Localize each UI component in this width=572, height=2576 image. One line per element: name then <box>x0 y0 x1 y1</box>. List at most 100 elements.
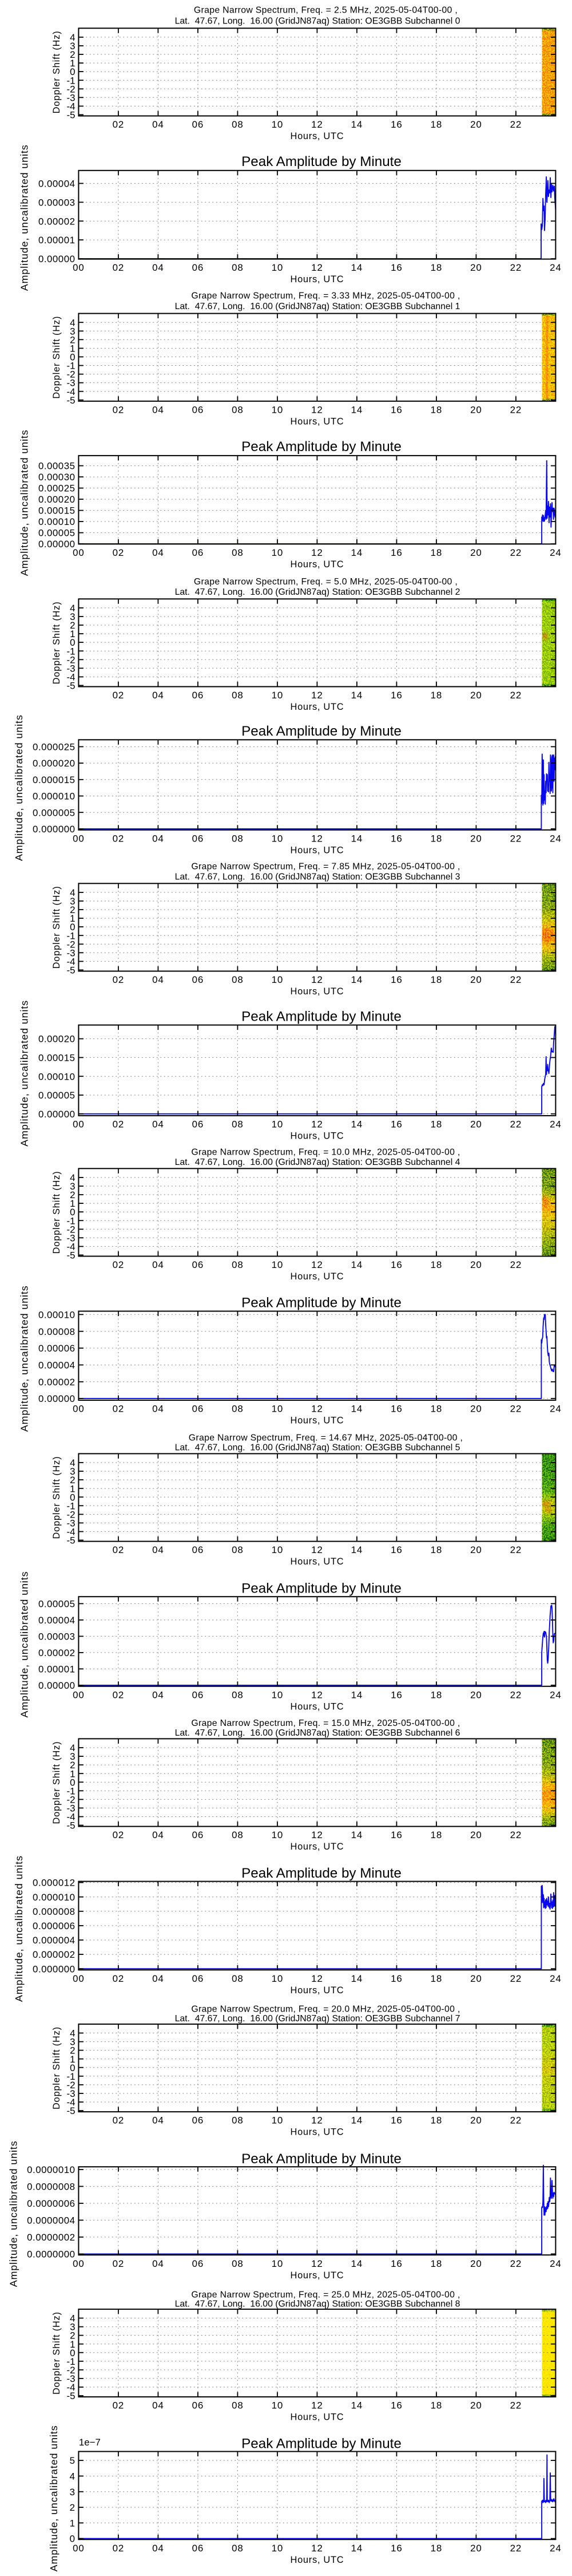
svg-text:Grape Narrow Spectrum, Freq. =: Grape Narrow Spectrum, Freq. = 15.0 MHz,… <box>191 1718 460 1728</box>
svg-text:14: 14 <box>351 2115 363 2126</box>
svg-text:08: 08 <box>232 974 244 985</box>
svg-text:00: 00 <box>73 2258 85 2269</box>
svg-text:-2: -2 <box>66 939 75 950</box>
svg-text:10: 10 <box>272 404 284 415</box>
svg-text:02: 02 <box>113 2543 125 2554</box>
svg-text:12: 12 <box>311 833 323 844</box>
svg-text:10: 10 <box>272 2115 284 2126</box>
svg-text:06: 06 <box>192 1973 204 1984</box>
svg-text:20: 20 <box>470 1259 482 1270</box>
svg-text:04: 04 <box>152 262 164 273</box>
svg-text:04: 04 <box>152 1119 164 1130</box>
svg-text:06: 06 <box>192 547 204 558</box>
svg-text:10: 10 <box>272 690 284 701</box>
svg-text:Lat. 47.67, Long. 16.00 (Gri: Lat. 47.67, Long. 16.00 (GridJN87aq) Sta… <box>175 16 460 26</box>
svg-text:06: 06 <box>192 1830 204 1840</box>
svg-text:1: 1 <box>70 2339 75 2350</box>
svg-text:0.00001: 0.00001 <box>38 1664 76 1675</box>
svg-text:20: 20 <box>470 1544 482 1555</box>
svg-text:0: 0 <box>70 2348 75 2358</box>
svg-text:12: 12 <box>311 1689 323 1700</box>
svg-text:20: 20 <box>470 119 482 130</box>
svg-text:22: 22 <box>510 1973 522 1984</box>
svg-text:0.0000006: 0.0000006 <box>27 2198 75 2209</box>
svg-text:0.00003: 0.00003 <box>38 1631 76 1642</box>
svg-text:0.00005: 0.00005 <box>38 528 76 539</box>
svg-text:0.00000: 0.00000 <box>38 1393 76 1404</box>
svg-text:Hours, UTC: Hours, UTC <box>291 702 344 712</box>
svg-text:0.00005: 0.00005 <box>38 1599 76 1610</box>
svg-text:2: 2 <box>70 1475 75 1485</box>
svg-text:14: 14 <box>351 1830 363 1840</box>
svg-text:Hours, UTC: Hours, UTC <box>291 274 344 285</box>
svg-text:10: 10 <box>272 1544 284 1555</box>
svg-text:0.0000004: 0.0000004 <box>27 2215 75 2226</box>
svg-text:-5: -5 <box>66 1820 75 1831</box>
svg-text:Lat. 47.67, Long. 16.00 (Gri: Lat. 47.67, Long. 16.00 (GridJN87aq) Sta… <box>175 872 460 882</box>
svg-text:-3: -3 <box>66 663 75 674</box>
svg-text:1: 1 <box>70 58 75 69</box>
svg-text:0.00000: 0.00000 <box>38 1680 76 1691</box>
svg-text:0.0000010: 0.0000010 <box>27 2164 75 2175</box>
svg-text:3: 3 <box>70 1181 75 1192</box>
svg-text:Amplitude, uncalibrated units: Amplitude, uncalibrated units <box>48 2425 59 2571</box>
svg-text:4: 4 <box>70 2028 75 2039</box>
svg-text:0.00000: 0.00000 <box>38 254 76 264</box>
svg-text:0: 0 <box>70 2534 76 2545</box>
svg-text:08: 08 <box>232 690 244 701</box>
svg-text:08: 08 <box>232 547 244 558</box>
svg-text:Doppler Shift (Hz): Doppler Shift (Hz) <box>51 1171 62 1254</box>
svg-text:04: 04 <box>152 690 164 701</box>
svg-text:0.00030: 0.00030 <box>38 472 76 483</box>
svg-text:Hours, UTC: Hours, UTC <box>291 1416 344 1426</box>
svg-text:0.000002: 0.000002 <box>33 1949 75 1960</box>
svg-text:-3: -3 <box>66 2373 75 2384</box>
svg-text:04: 04 <box>152 119 164 130</box>
svg-text:08: 08 <box>232 2115 244 2126</box>
svg-text:08: 08 <box>232 1119 244 1130</box>
svg-text:14: 14 <box>351 2400 363 2411</box>
svg-text:0: 0 <box>70 2063 75 2073</box>
svg-text:06: 06 <box>192 1689 204 1700</box>
svg-text:02: 02 <box>113 1259 125 1270</box>
svg-text:20: 20 <box>470 2400 482 2411</box>
svg-text:0.0000000: 0.0000000 <box>27 2249 75 2260</box>
svg-text:Grape Narrow Spectrum, Freq. =: Grape Narrow Spectrum, Freq. = 20.0 MHz,… <box>191 2005 460 2014</box>
svg-text:Lat. 47.67, Long. 16.00 (Gri: Lat. 47.67, Long. 16.00 (GridJN87aq) Sta… <box>175 1157 460 1167</box>
svg-text:Peak Amplitude by Minute: Peak Amplitude by Minute <box>241 1866 402 1881</box>
svg-text:14: 14 <box>351 119 363 130</box>
svg-text:18: 18 <box>431 1544 443 1555</box>
svg-text:0.000010: 0.000010 <box>33 791 75 802</box>
svg-text:-5: -5 <box>66 1535 75 1546</box>
svg-text:-3: -3 <box>66 2088 75 2099</box>
svg-text:12: 12 <box>311 1119 323 1130</box>
svg-text:-2: -2 <box>66 2080 75 2091</box>
svg-text:-1: -1 <box>66 2356 75 2367</box>
svg-text:-4: -4 <box>66 957 75 967</box>
svg-text:02: 02 <box>113 2115 125 2126</box>
svg-text:08: 08 <box>232 1689 244 1700</box>
svg-text:0.00025: 0.00025 <box>38 483 76 494</box>
svg-text:1e−7: 1e−7 <box>79 2437 101 2448</box>
svg-text:14: 14 <box>351 833 363 844</box>
svg-text:20: 20 <box>470 1973 482 1984</box>
svg-text:04: 04 <box>152 2400 164 2411</box>
svg-text:0.00035: 0.00035 <box>38 461 76 472</box>
svg-text:10: 10 <box>272 1689 284 1700</box>
svg-text:12: 12 <box>311 1830 323 1840</box>
svg-text:18: 18 <box>431 974 443 985</box>
svg-text:02: 02 <box>113 974 125 985</box>
svg-text:0.00000: 0.00000 <box>38 1109 76 1120</box>
svg-text:02: 02 <box>113 547 125 558</box>
svg-text:12: 12 <box>311 1544 323 1555</box>
svg-text:04: 04 <box>152 1973 164 1984</box>
svg-text:00: 00 <box>73 1119 85 1130</box>
svg-text:06: 06 <box>192 1544 204 1555</box>
svg-text:08: 08 <box>232 119 244 130</box>
svg-text:Doppler Shift (Hz): Doppler Shift (Hz) <box>51 30 62 113</box>
svg-text:0.00010: 0.00010 <box>38 516 76 527</box>
svg-text:4: 4 <box>70 1457 75 1468</box>
svg-text:1: 1 <box>70 2518 76 2528</box>
svg-text:14: 14 <box>351 2258 363 2269</box>
svg-text:Hours, UTC: Hours, UTC <box>291 845 344 855</box>
